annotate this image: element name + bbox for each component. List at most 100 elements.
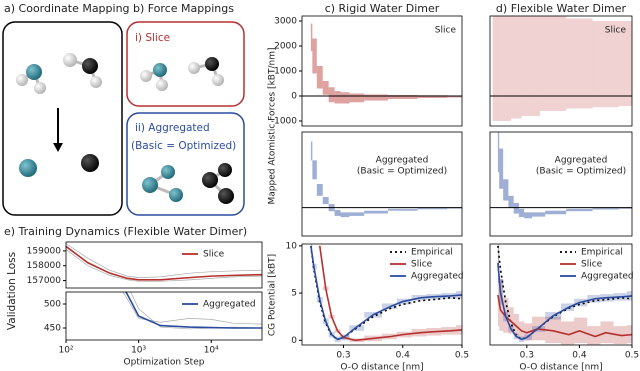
band-segment [334,210,341,216]
y-tick-label: -1000 [271,117,297,127]
series-line [318,245,462,342]
aggregated-label: ii) Aggregated [135,122,210,134]
series-line [66,245,262,281]
panel-title: b) Force Mappings [133,2,234,15]
band-segment [566,208,593,212]
band-segment [496,16,504,121]
band-segment [417,208,448,210]
axes-frame [489,243,633,346]
axes-frame [65,291,263,341]
x-axis-label: Optimization Step [124,358,205,368]
band-segment [349,325,365,331]
band-segment [387,95,418,99]
series-line [497,262,632,341]
y-tick-label: 10 [286,241,298,251]
plot-area [122,292,262,330]
panel-title: a) Coordinate Mapping [4,2,130,15]
molecule-diagram [16,53,102,177]
band-segment [545,210,567,215]
band-segment [492,16,497,121]
molecule-diagram [140,57,234,204]
legend-label: Slice [411,260,433,270]
axes-frame [65,241,263,289]
series-line [66,249,262,282]
band-segment [497,245,500,327]
slice-box [126,21,245,107]
band-segment [322,197,329,205]
x-tick-label: 0.5 [625,351,639,361]
y-tick-label: 159000 [27,246,62,256]
band-segment [364,94,388,101]
y-tick-label: 500 [44,300,61,310]
band-segment [340,92,350,104]
legend-label: Aggregated [411,272,464,282]
band-segment [566,18,593,109]
y-axis-label: CG Potential [kBT] [268,254,278,336]
annotation: Slice [435,26,457,36]
band-segment [545,316,561,344]
series-line [124,292,262,329]
band-segment [524,212,533,219]
band-segment [511,16,522,119]
band-segment [592,21,619,108]
y-tick-label: 157000 [27,276,62,286]
band-segment [499,278,504,331]
y-axis-label: Mapped Atomistic Forces [kBT/nm] [268,48,278,205]
axes-frame [301,243,463,346]
band-segment [561,321,575,345]
band-segment [518,208,525,218]
band-segment [316,66,323,89]
band-segment [499,148,504,189]
band-segment [310,141,313,161]
band-segment [312,160,317,180]
legend-label: Aggregated [203,300,256,310]
axes-frame [489,131,633,237]
band-segment [497,132,500,173]
band-segment [334,91,341,104]
band-segment [524,334,533,341]
band-segment [322,81,329,95]
band-segment [513,313,519,336]
band-segment [316,184,323,196]
band-segment [312,38,317,74]
series-line [310,245,462,341]
x-tick-label: 10² [58,346,73,356]
panel-title: c) Rigid Water Dimer [325,2,440,15]
x-tick-label: 0.4 [572,351,587,361]
x-tick-label: 0.3 [520,351,534,361]
legend-label: Aggregated [581,272,634,282]
x-tick-label: 0.3 [336,351,350,361]
y-tick-label: 5 [291,289,297,299]
band-segment [513,202,519,214]
plot-area [497,244,632,345]
band-segment [532,212,546,217]
y-tick-label: 0 [291,336,297,346]
legend-label: Slice [203,250,225,260]
band-segment [503,179,509,201]
band-segment [521,16,540,116]
y-tick-label: 158000 [27,261,62,271]
y-axis-label: Validation Loss [6,252,18,330]
axes-frame [301,131,463,237]
band-segment [328,87,335,103]
panel-box [2,21,123,216]
y-tick-label: 0 [291,92,297,102]
band-segment [364,210,388,214]
panel-title: e) Training Dynamics (Flexible Water Dim… [4,225,247,238]
plot-area [302,23,462,104]
band-segment [349,93,365,103]
plot-area [302,141,462,218]
series-line [310,245,462,341]
band-segment [574,317,588,344]
annotation: (Basic = Optimized) [357,167,447,177]
annotation: Aggregated [555,156,608,166]
band-segment [592,208,619,210]
plot-area [310,244,462,343]
band-segment [340,212,350,218]
band-segment [503,16,512,121]
band-segment [618,21,632,106]
annotation: Aggregated [376,156,429,166]
plot-area [66,243,262,282]
y-tick-label: 3000 [274,17,297,27]
